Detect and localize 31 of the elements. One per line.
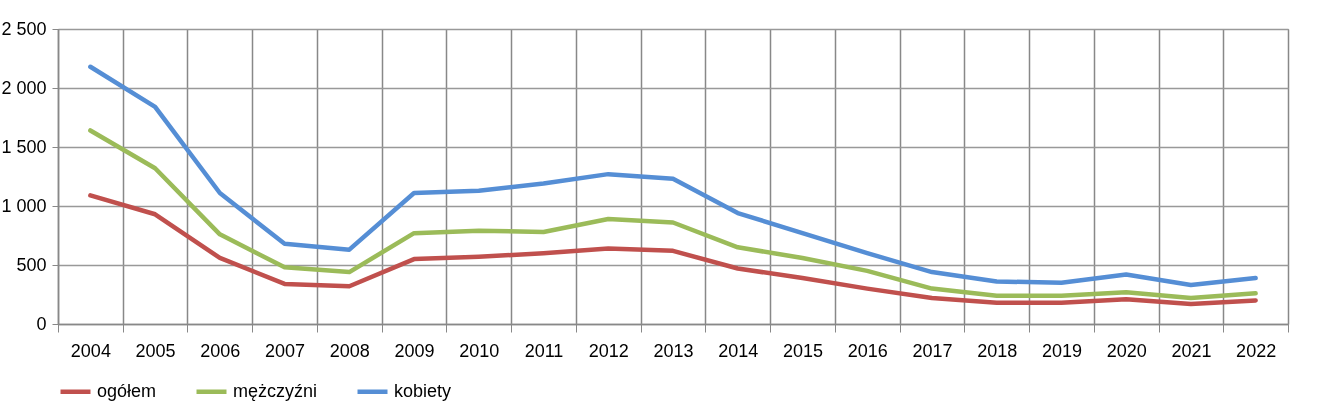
x-tick-label: 2013 — [653, 340, 694, 361]
y-tick-label: 0 — [36, 313, 47, 334]
x-tick-label: 2011 — [524, 340, 564, 361]
x-tick-label: 2022 — [1236, 340, 1277, 361]
x-tick-label: 2016 — [847, 340, 888, 361]
x-tick-label: 2004 — [70, 340, 111, 361]
x-tick-label: 2012 — [588, 340, 629, 361]
x-tick-label: 2006 — [200, 340, 241, 361]
x-tick-label: 2007 — [265, 340, 306, 361]
y-tick-label: 2 000 — [1, 77, 47, 98]
x-tick-label: 2018 — [977, 340, 1018, 361]
legend-label: kobiety — [394, 380, 452, 401]
y-tick-label: 1 500 — [1, 136, 47, 157]
y-tick-label: 2 500 — [1, 18, 47, 39]
y-tick-label: 1 000 — [1, 195, 47, 216]
x-tick-label: 2020 — [1106, 340, 1147, 361]
x-tick-label: 2021 — [1171, 340, 1212, 361]
x-tick-label: 2008 — [329, 340, 370, 361]
line-series — [88, 64, 1258, 288]
x-tick-label: 2014 — [718, 340, 759, 361]
x-tick-label: 2005 — [135, 340, 176, 361]
x-tick-label: 2017 — [912, 340, 953, 361]
legend-label: mężczyźni — [233, 380, 318, 401]
x-tick-label: 2010 — [459, 340, 500, 361]
legend-label: ogółem — [97, 380, 157, 401]
x-tick-label: 2009 — [394, 340, 435, 361]
line-series — [88, 193, 1258, 307]
line-series — [88, 128, 1258, 301]
x-tick-label: 2015 — [782, 340, 823, 361]
y-tick-label: 500 — [16, 254, 47, 275]
x-tick-label: 2019 — [1041, 340, 1082, 361]
